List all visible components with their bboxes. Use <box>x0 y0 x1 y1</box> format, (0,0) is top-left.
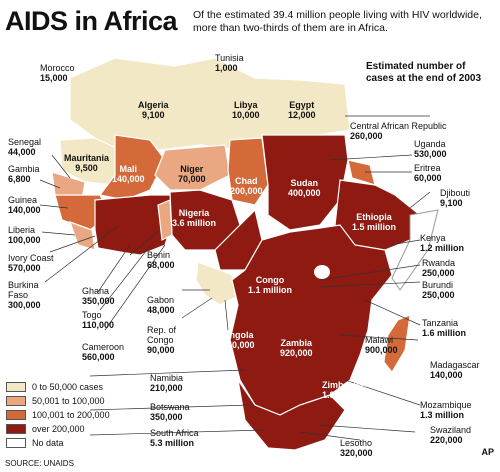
label-mauritania: Mauritania 9,500 <box>64 153 110 173</box>
label-gabon: Gabon 48,000 <box>147 295 175 315</box>
label-niger: Niger 70,000 <box>178 164 206 184</box>
label-ethiopia: Ethiopia 1.5 million <box>352 212 397 232</box>
label-tunisia: Tunisia 1,000 <box>215 53 244 73</box>
label-benin: Benin 68,000 <box>147 250 175 270</box>
label-madagascar: Madagascar 140,000 <box>430 360 480 380</box>
label-djibouti: Djibouti 9,100 <box>440 188 471 208</box>
legend-item: 100,001 to 200,000 <box>6 408 110 422</box>
label-rep-congo: Rep. of Congo 90,000 <box>147 325 177 355</box>
region-benin <box>157 199 173 241</box>
label-zimbabwe: Zimbabwe 1.8 million <box>322 380 367 400</box>
label-nigeria: Nigeria 3.6 million <box>172 208 217 228</box>
region-southern-africa <box>237 379 346 451</box>
label-namibia: Namibia 210,000 <box>150 373 184 393</box>
legend-label: over 200,000 <box>32 424 85 434</box>
label-lesotho: Lesotho 320,000 <box>340 438 373 458</box>
label-egypt: Egypt 12,000 <box>288 100 316 120</box>
legend-label: 0 to 50,000 cases <box>32 382 104 392</box>
legend: 0 to 50,000 cases 50,001 to 100,000 100,… <box>6 380 110 450</box>
label-ivory-coast: Ivory Coast 570,000 <box>8 253 54 273</box>
region-somalia <box>391 209 439 291</box>
label-sudan: Sudan 400,000 <box>288 178 321 198</box>
label-gambia: Gambia 6,800 <box>8 164 40 184</box>
estimate-note: Estimated number of cases at the end of … <box>366 61 482 84</box>
label-senegal: Senegal 44,000 <box>8 137 42 157</box>
label-congo: Congo 1.1 million <box>248 275 293 295</box>
legend-label: No data <box>32 438 64 448</box>
label-burkina-faso: Burkina Faso 300,000 <box>8 280 41 310</box>
region-sudan <box>261 134 349 231</box>
label-south-africa: South Africa 5.3 million <box>150 428 199 448</box>
region-mali <box>98 134 166 201</box>
agency-credit: AP <box>481 447 494 457</box>
label-car: Central African Republic 260,000 <box>350 121 447 141</box>
legend-item: No data <box>6 436 110 450</box>
map-title: AIDS in Africa <box>5 6 178 36</box>
label-ghana: Ghana 350,000 <box>82 286 115 306</box>
label-liberia: Liberia 100,000 <box>8 225 41 245</box>
label-malawi: Malawi 900,000 <box>365 335 398 355</box>
legend-swatch <box>6 438 26 448</box>
label-algeria: Algeria 9,100 <box>138 100 169 120</box>
label-kenya: Kenya 1.2 million <box>420 233 465 253</box>
label-togo: Togo 110,000 <box>82 310 115 330</box>
label-botswana: Botswana 350,000 <box>150 402 190 422</box>
label-zambia: Zambia 920,000 <box>280 338 313 358</box>
region-madagascar <box>383 314 411 373</box>
legend-label: 100,001 to 200,000 <box>32 410 110 420</box>
legend-item: over 200,000 <box>6 422 110 436</box>
label-cameroon: Cameroon 560,000 <box>82 342 125 362</box>
lake-victoria <box>314 265 330 279</box>
region-gabon <box>195 261 241 306</box>
label-burundi: Burundi 250,000 <box>422 280 455 300</box>
label-uganda: Uganda 530,000 <box>414 139 447 159</box>
map-subtitle: Of the estimated 39.4 million people liv… <box>193 9 482 34</box>
legend-label: 50,001 to 100,000 <box>32 396 105 406</box>
label-libya: Libya 10,000 <box>232 100 260 120</box>
label-chad: Chad 200,000 <box>230 176 263 196</box>
region-central-east-high <box>229 224 393 416</box>
source-credit: SOURCE: UNAIDS <box>5 459 74 468</box>
legend-item: 50,001 to 100,000 <box>6 394 110 408</box>
label-swaziland: Swaziland 220,000 <box>430 425 472 445</box>
label-eritrea: Eritrea 60,000 <box>414 163 442 183</box>
label-tanzania: Tanzania 1.6 million <box>422 318 467 338</box>
label-guinea: Guinea 140,000 <box>8 195 41 215</box>
legend-swatch <box>6 382 26 392</box>
leader-lines <box>39 115 431 441</box>
label-mozambique: Mozambique 1.3 million <box>420 400 472 420</box>
label-morocco: Morocco 15,000 <box>40 63 75 83</box>
region-liberia <box>69 221 96 251</box>
label-rwanda: Rwanda 250,000 <box>422 258 456 278</box>
legend-swatch <box>6 396 26 406</box>
region-west-africa-high <box>94 194 176 256</box>
legend-item: 0 to 50,000 cases <box>6 380 110 394</box>
legend-swatch <box>6 424 26 434</box>
label-mali: Mali 140,000 <box>112 164 145 184</box>
legend-swatch <box>6 410 26 420</box>
label-angola: Angola 240,000 <box>222 330 255 350</box>
